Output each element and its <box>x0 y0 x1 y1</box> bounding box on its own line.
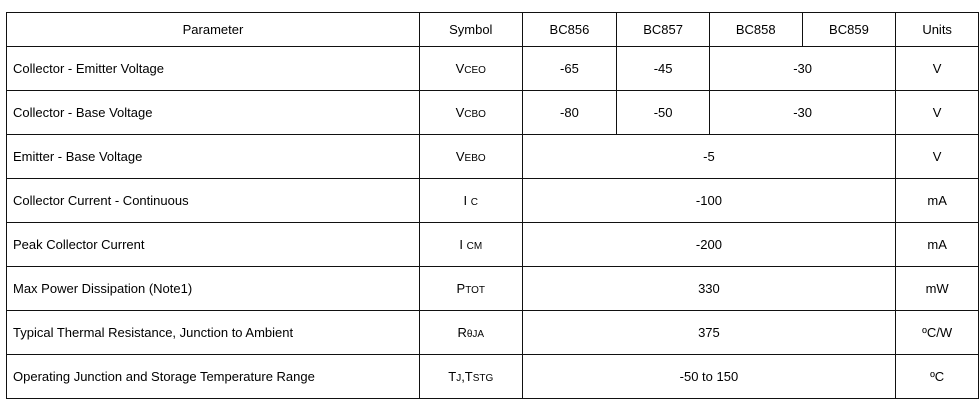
unit-cell: ºC/W <box>895 310 979 355</box>
table-row: Peak Collector Current I CM -200 mA <box>6 222 979 267</box>
value-cell: 375 <box>521 310 897 355</box>
symbol-cell: VEBO <box>418 134 523 179</box>
ratings-table: Parameter Symbol BC856 BC857 BC858 BC859 Units… <box>6 12 979 399</box>
header-cell: Parameter <box>6 12 420 47</box>
unit-cell: V <box>895 134 979 179</box>
symbol-cell: VCEO <box>418 46 523 91</box>
value-cell: -45 <box>616 46 710 91</box>
symbol-cell: I CM <box>418 222 523 267</box>
parameter-cell: Collector Current - Continuous <box>6 178 420 223</box>
symbol-main: V <box>455 149 465 164</box>
header-cell: BC859 <box>801 12 897 47</box>
table-row: Max Power Dissipation (Note1) PTOT 330 mW <box>6 266 979 311</box>
value-cell: -5 <box>521 134 897 179</box>
parameter-cell: Peak Collector Current <box>6 222 420 267</box>
value-cell: -65 <box>521 46 618 91</box>
symbol-main: I <box>459 237 467 252</box>
value-cell: -30 <box>708 90 897 135</box>
table-row: Collector - Base Voltage VCBO -80 -50 -30 V <box>6 90 979 135</box>
table-row: Collector - Emitter Voltage VCEO -65 -45 -30… <box>6 46 979 91</box>
value-cell: -80 <box>521 90 618 135</box>
table-row: Typical Thermal Resistance, Junction to … <box>6 310 979 355</box>
parameter-cell: Typical Thermal Resistance, Junction to … <box>6 310 420 355</box>
symbol-main: V <box>455 61 465 76</box>
header-cell: BC857 <box>616 12 710 47</box>
header-cell: Units <box>895 12 979 47</box>
value-cell: -30 <box>708 46 897 91</box>
table-row: Collector Current - Continuous I C -100 mA <box>6 178 979 223</box>
symbol-subscript: STG <box>472 373 494 384</box>
symbol-subscript: J <box>456 373 462 384</box>
parameter-cell: Collector - Base Voltage <box>6 90 420 135</box>
value-cell: -100 <box>521 178 897 223</box>
symbol-cell: PTOT <box>418 266 523 311</box>
symbol-cell: TJ,TSTG <box>418 354 523 399</box>
symbol-subscript: C <box>470 197 478 208</box>
parameter-cell: Collector - Emitter Voltage <box>6 46 420 91</box>
symbol-subscript: TOT <box>465 285 486 296</box>
value-cell: 330 <box>521 266 897 311</box>
symbol-subscript: CBO <box>464 109 486 120</box>
value-cell: -50 <box>616 90 710 135</box>
symbol-main: T <box>448 369 457 384</box>
symbol-subscript: EBO <box>464 153 486 164</box>
header-cell: BC856 <box>521 12 618 47</box>
header-cell: Symbol <box>418 12 523 47</box>
parameter-cell: Operating Junction and Storage Temperatu… <box>6 354 420 399</box>
symbol-main: P <box>456 281 466 296</box>
unit-cell: V <box>895 46 979 91</box>
symbol-subscript: θJA <box>466 329 485 340</box>
unit-cell: mA <box>895 222 979 267</box>
symbol-cell: VCBO <box>418 90 523 135</box>
table-row: Emitter - Base Voltage VEBO -5 V <box>6 134 979 179</box>
unit-cell: ºC <box>895 354 979 399</box>
table-row: Operating Junction and Storage Temperatu… <box>6 354 979 399</box>
unit-cell: mA <box>895 178 979 223</box>
symbol-subscript: CM <box>466 241 483 252</box>
parameter-cell: Emitter - Base Voltage <box>6 134 420 179</box>
symbol-subscript: CEO <box>464 65 486 76</box>
symbol-cell: RθJA <box>418 310 523 355</box>
symbol-main: V <box>455 105 465 120</box>
unit-cell: mW <box>895 266 979 311</box>
symbol-cell: I C <box>418 178 523 223</box>
parameter-cell: Max Power Dissipation (Note1) <box>6 266 420 311</box>
symbol-main: ,T <box>461 369 473 384</box>
unit-cell: V <box>895 90 979 135</box>
value-cell: -200 <box>521 222 897 267</box>
header-cell: BC858 <box>708 12 803 47</box>
symbol-main: I <box>463 193 471 208</box>
symbol-main: R <box>457 325 467 340</box>
value-cell: -50 to 150 <box>521 354 897 399</box>
